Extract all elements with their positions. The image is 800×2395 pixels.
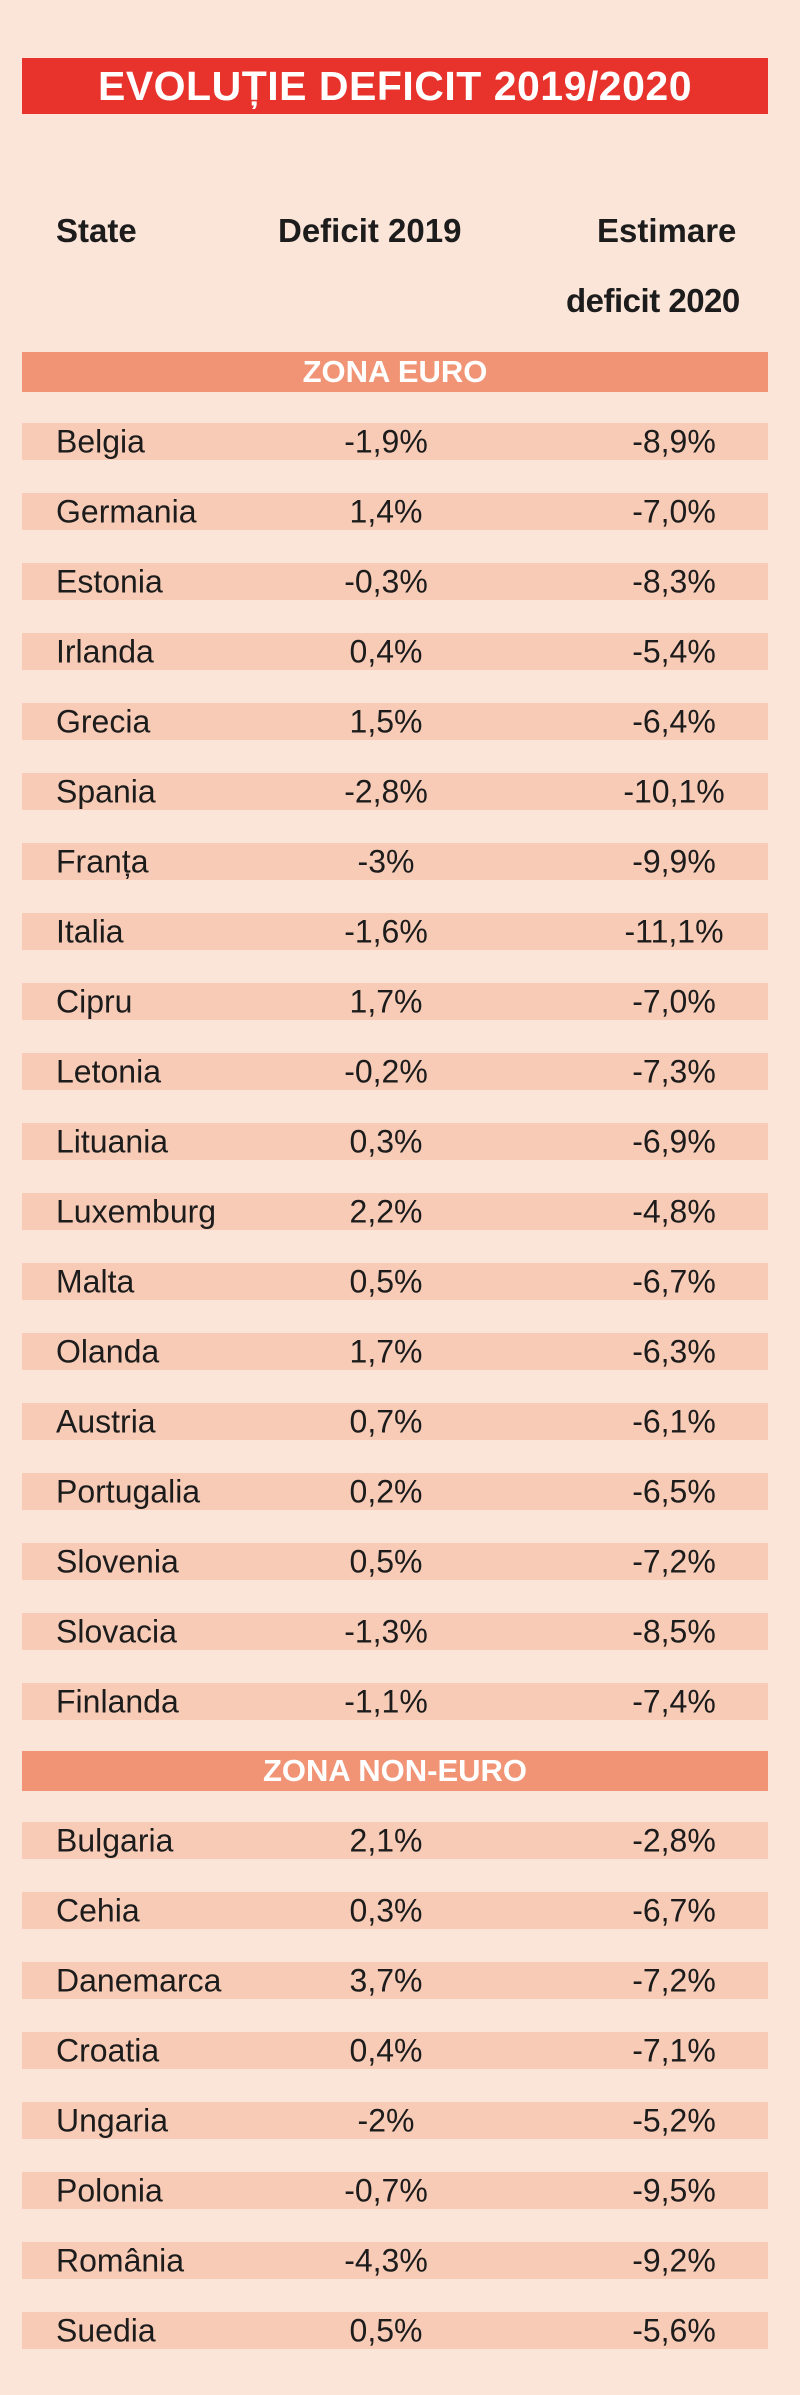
header-deficit-2019: Deficit 2019 [278, 212, 462, 249]
state-cell: Estonia [56, 563, 163, 599]
state-cell: Polonia [56, 2172, 163, 2208]
state-cell: Finlanda [56, 1683, 179, 1719]
table-row: Germania 1,4% -7,0% [22, 493, 768, 530]
title-bar: EVOLUȚIE DEFICIT 2019/2020 [22, 58, 768, 114]
table-row: Ungaria -2% -5,2% [22, 2102, 768, 2139]
state-cell: Grecia [56, 703, 151, 739]
table-row: Grecia 1,5% -6,4% [22, 703, 768, 740]
table-row: Cipru 1,7% -7,0% [22, 983, 768, 1020]
table-row: Portugalia 0,2% -6,5% [22, 1473, 768, 1510]
table-row: Polonia -0,7% -9,5% [22, 2172, 768, 2209]
state-cell: Belgia [56, 423, 145, 459]
state-cell: Spania [56, 773, 156, 809]
table-row: Spania -2,8% -10,1% [22, 773, 768, 810]
state-cell: Portugalia [56, 1473, 201, 1509]
state-cell: Slovacia [56, 1613, 177, 1649]
table-row: Slovacia -1,3% -8,5% [22, 1613, 768, 1650]
state-cell: Luxemburg [56, 1193, 217, 1229]
state-cell: Irlanda [56, 633, 154, 669]
table-row: Letonia -0,2% -7,3% [22, 1053, 768, 1090]
state-cell: România [56, 2242, 185, 2278]
section-label: ZONA EURO [302, 354, 488, 389]
table-row: Bulgaria 2,1% -2,8% [22, 1822, 768, 1859]
state-cell: Franța [56, 843, 149, 879]
page-title: EVOLUȚIE DEFICIT 2019/2020 [97, 62, 693, 109]
state-cell: Danemarca [56, 1962, 222, 1998]
table-row: Malta 0,5% -6,7% [22, 1263, 768, 1300]
state-cell: Cehia [56, 1892, 140, 1928]
table-row: Olanda 1,7% -6,3% [22, 1333, 768, 1370]
table-row: Croatia 0,4% -7,1% [22, 2032, 768, 2069]
table-row: Suedia 0,5% -5,6% [22, 2312, 768, 2349]
state-cell: Germania [56, 493, 197, 529]
table-row: Lituania 0,3% -6,9% [22, 1123, 768, 1160]
state-cell: Slovenia [56, 1543, 179, 1579]
state-cell: Lituania [56, 1123, 169, 1159]
state-cell: Cipru [56, 983, 133, 1019]
table-row: Irlanda 0,4% -5,4% [22, 633, 768, 670]
state-cell: Suedia [56, 2312, 156, 2348]
table-row: Estonia -0,3% -8,3% [22, 563, 768, 600]
state-cell: Letonia [56, 1053, 161, 1089]
table-row: Cehia 0,3% -6,7% [22, 1892, 768, 1929]
state-cell: Austria [56, 1403, 156, 1439]
table-row: Slovenia 0,5% -7,2% [22, 1543, 768, 1580]
table-row: Finlanda -1,1% -7,4% [22, 1683, 768, 1720]
state-cell: Italia [56, 913, 124, 949]
table-row: Franța -3% -9,9% [22, 843, 768, 880]
table-row: Danemarca 3,7% -7,2% [22, 1962, 768, 1999]
table-row: Luxemburg 2,2% -4,8% [22, 1193, 768, 1230]
header-state: State [56, 212, 137, 249]
state-cell: Bulgaria [56, 1822, 174, 1858]
header-estimate-line1: Estimare [597, 212, 737, 249]
header-estimate-line2: deficit 2020 [566, 282, 740, 319]
state-cell: Olanda [56, 1333, 160, 1369]
section-header: ZONA EURO [22, 352, 768, 392]
state-cell: Malta [56, 1263, 135, 1299]
state-cell: Croatia [56, 2032, 160, 2068]
section-label: ZONA NON-EURO [262, 1753, 528, 1788]
table-row: Italia -1,6% -11,1% [22, 913, 768, 950]
section-header: ZONA NON-EURO [22, 1751, 768, 1791]
table-row: Austria 0,7% -6,1% [22, 1403, 768, 1440]
table-row: România -4,3% -9,2% [22, 2242, 768, 2279]
state-cell: Ungaria [56, 2102, 169, 2138]
table-row: Belgia -1,9% -8,9% [22, 423, 768, 460]
